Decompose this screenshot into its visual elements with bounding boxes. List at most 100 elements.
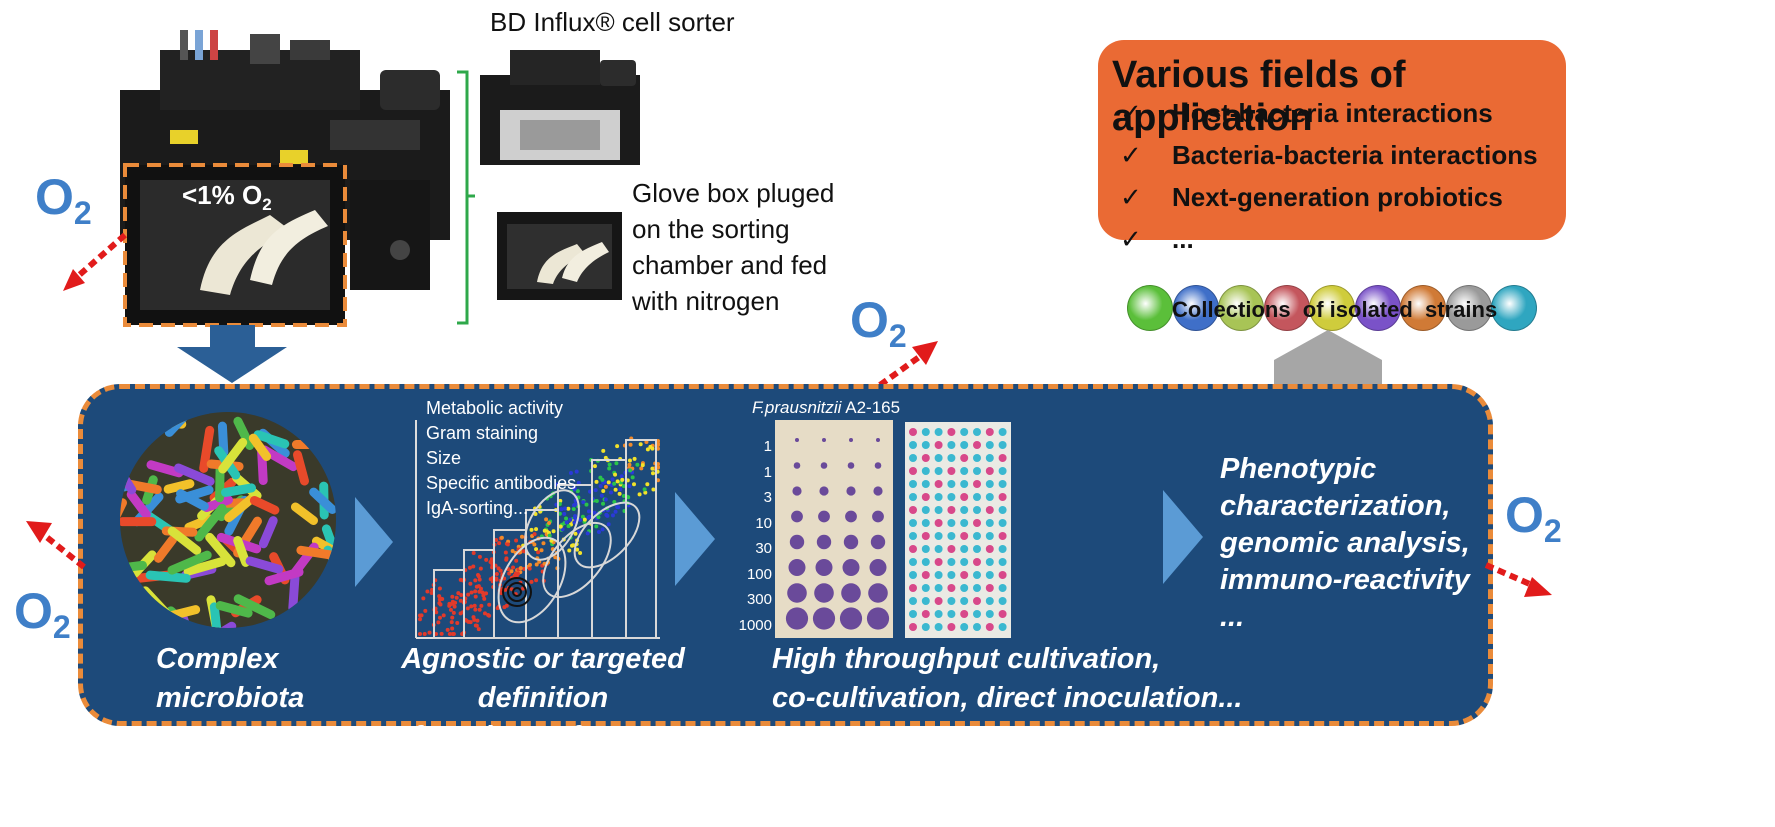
application-item: ✓ Next-generation probiotics	[1120, 176, 1538, 218]
step-label-line: Phenotypic	[1220, 453, 1377, 485]
strain-plate	[1400, 285, 1446, 331]
application-item-label: Next-generation probiotics	[1172, 182, 1503, 212]
o2-subscript: 2	[888, 318, 907, 354]
scatter-point	[544, 517, 549, 522]
bacterium-shape	[167, 526, 202, 555]
step-regions-label: Agnostic or targeted definition of Regio…	[343, 640, 743, 757]
bacterium-shape	[202, 495, 233, 512]
step-characterization-label: Phenotypic characterization, genomic ana…	[1220, 451, 1470, 636]
colony-spot	[788, 559, 806, 576]
array-spot	[909, 545, 917, 553]
collections-label: Collections of isolated strains	[1172, 297, 1498, 322]
scatter-point	[575, 547, 580, 552]
scatter-point	[613, 472, 618, 477]
culture-strain-name: F.prausnitzii	[752, 398, 842, 417]
bacterium-shape	[183, 557, 227, 576]
scatter-point	[553, 555, 558, 560]
colony-spot	[795, 438, 799, 442]
scatter-point	[469, 604, 474, 609]
scatter-point	[650, 471, 655, 476]
glovebox-caption: Glove box pluged on the sorting chamber …	[632, 175, 834, 319]
scatter-point	[627, 484, 632, 489]
bacterium-shape	[194, 503, 227, 542]
scatter-point	[621, 484, 626, 489]
array-spot	[985, 493, 994, 501]
dilution-label: 100	[746, 565, 772, 583]
scatter-point	[487, 602, 492, 607]
scatter-point	[437, 615, 442, 620]
scatter-point	[532, 532, 537, 537]
array-spot	[947, 623, 956, 631]
scatter-point	[573, 502, 578, 507]
array-spot	[973, 558, 981, 566]
step-label-line: Agnostic or targeted definition	[401, 643, 685, 714]
array-spot	[934, 441, 943, 449]
o2-symbol: O	[14, 583, 53, 639]
glovebox-caption-line: Glove box pluged	[632, 178, 835, 208]
array-spot	[921, 428, 930, 436]
scatter-point	[626, 495, 631, 500]
scatter-point	[458, 611, 463, 616]
scatter-point	[505, 542, 510, 547]
colony-spot	[816, 534, 832, 550]
step-label-line: Complex	[156, 643, 279, 675]
scatter-point	[450, 594, 455, 599]
colony-spot	[868, 583, 888, 603]
flow-arrow-icon	[675, 492, 715, 586]
scatter-point	[450, 615, 455, 620]
scatter-point	[536, 550, 541, 555]
scatter-point	[627, 458, 632, 463]
array-spot	[909, 506, 917, 514]
dilution-label: 1	[763, 438, 772, 455]
scatter-point	[467, 565, 472, 570]
scatter-point	[628, 442, 633, 447]
scatter-point	[473, 594, 478, 599]
bacterium-shape	[233, 536, 251, 567]
array-spot	[985, 623, 994, 631]
check-icon: ✓	[1120, 98, 1142, 128]
bacterium-shape	[153, 535, 177, 563]
array-spot	[973, 480, 981, 488]
scatter-point	[514, 538, 519, 543]
array-spot	[947, 454, 956, 462]
scatter-point	[455, 620, 460, 625]
microbiota-image	[120, 412, 336, 628]
scatter-point	[494, 577, 499, 582]
scatter-point	[438, 602, 443, 607]
array-spot	[998, 610, 1007, 618]
scatter-point	[575, 489, 580, 494]
array-spot	[947, 584, 956, 592]
bacterium-shape	[145, 570, 191, 583]
scatter-point	[498, 568, 503, 573]
array-spot	[973, 623, 981, 631]
scatter-point	[452, 604, 457, 609]
array-spot	[998, 480, 1007, 488]
scatter-point	[451, 632, 456, 636]
bacterium-shape	[120, 517, 157, 527]
scatter-point	[573, 531, 578, 536]
scatter-point	[539, 548, 544, 553]
array-spot	[985, 558, 994, 566]
scatter-point	[601, 501, 606, 506]
array-spot	[921, 532, 930, 540]
scatter-point	[547, 521, 552, 526]
scatter-point	[529, 579, 534, 584]
gating-criterion: IgA-sorting...	[426, 498, 529, 518]
scatter-point	[592, 510, 597, 515]
bacterium-shape	[290, 502, 318, 526]
scatter-point	[594, 479, 599, 484]
scatter-point	[477, 607, 482, 612]
array-spot	[960, 441, 969, 449]
scatter-point	[558, 498, 563, 503]
colony-spot	[791, 510, 803, 523]
array-spot	[921, 584, 930, 592]
scatter-point	[450, 601, 455, 606]
array-spot	[985, 571, 994, 579]
o2-subscript: 2	[1543, 513, 1562, 549]
array-spot	[985, 584, 994, 592]
glovebox-o2-level: <1% O2	[182, 180, 272, 215]
array-spot	[934, 545, 943, 553]
scatter-point	[541, 541, 546, 546]
scatter-point	[586, 509, 591, 514]
scatter-point	[600, 527, 605, 532]
